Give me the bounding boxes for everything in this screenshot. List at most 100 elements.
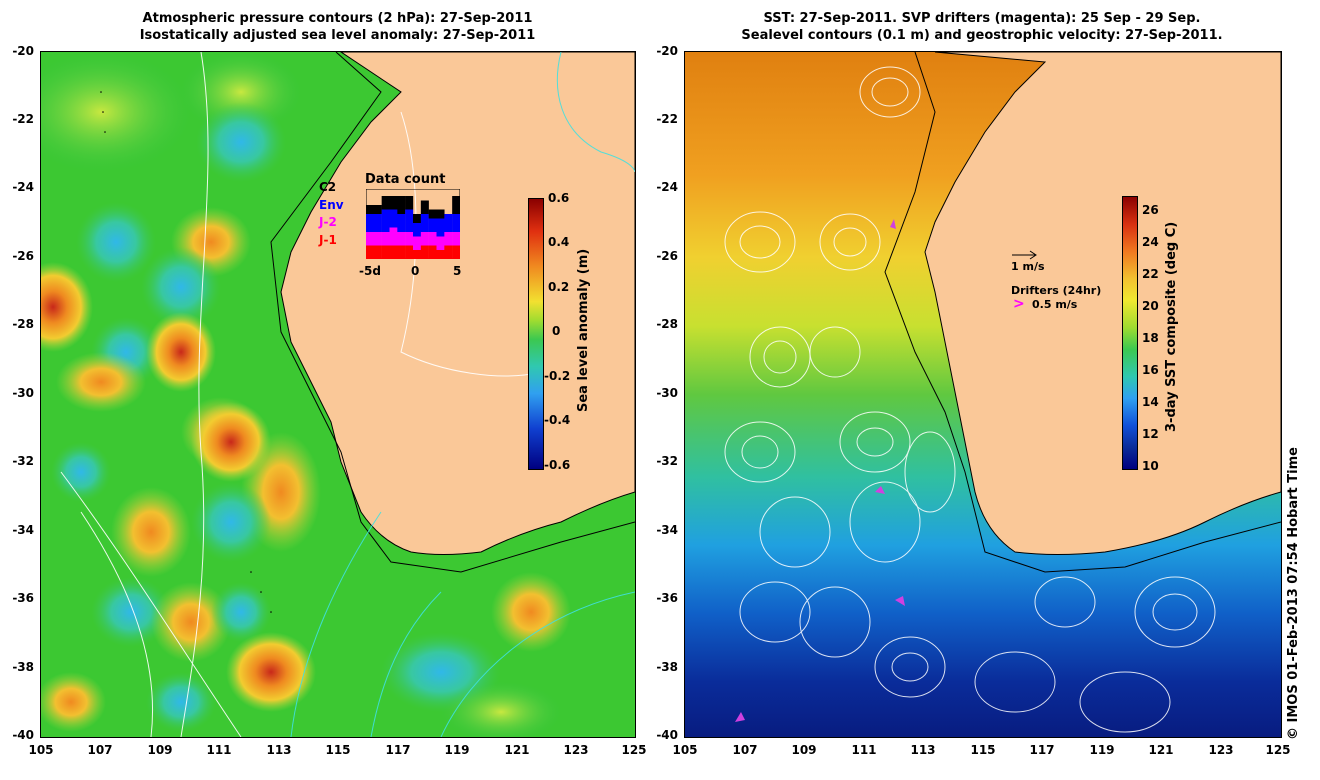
y-tick: -28 [656,317,678,331]
data-count-bar-j-2 [452,232,460,246]
data-count-bars [366,189,460,259]
x-tick: 113 [910,743,936,757]
sea-level-anomaly-map: Data count C2 Env J-2 J-1 -5d 0 5 0.6 0.… [40,51,636,738]
left-title-line1: Atmospheric pressure contours (2 hPa): 2… [142,11,533,26]
data-count-title: Data count [365,172,446,187]
australia-land [280,52,635,555]
data-count-bar-env [381,209,390,232]
data-count-bar-c2 [405,196,414,210]
drifter-tracks [735,219,905,722]
y-tick: -20 [12,44,34,58]
data-count-bar-c2 [389,196,398,210]
drifters-scale-label: 0.5 m/s [1032,298,1078,311]
x-tick: 119 [1089,743,1115,757]
legend-env: Env [319,198,344,212]
x-tick: 111 [206,743,232,757]
y-tick: -28 [12,317,34,331]
altimeter-tracks [100,91,272,613]
x-tick: 125 [621,743,647,757]
x-tick: 105 [28,743,54,757]
x-tick: 107 [732,743,758,757]
data-count-bar-c2 [428,209,437,219]
data-count-bar-env [436,218,445,237]
y-tick: -26 [12,249,34,263]
sla-cb-tick: -0.4 [544,413,571,427]
cyan-contours [290,52,635,737]
x-tick: 123 [563,743,589,757]
data-count-bar-env [389,209,398,228]
legend-j1: J-1 [319,233,337,247]
y-tick: -38 [656,660,678,674]
data-count-bar-env [366,214,375,232]
y-tick: -36 [12,591,34,605]
left-panel-title: Atmospheric pressure contours (2 hPa): 2… [40,10,635,44]
sst-cb-tick: 16 [1142,363,1159,377]
velocity-scale-label: 1 m/s [1011,260,1045,273]
x-tick: 107 [87,743,113,757]
sst-cb-tick: 24 [1142,235,1159,249]
sla-cb-tick: 0.2 [548,280,570,294]
australia-land [924,52,1281,555]
x-tick: 109 [791,743,817,757]
x-tick: 115 [970,743,996,757]
x-tick: 123 [1208,743,1234,757]
sst-map: 1 m/s Drifters (24hr) > 0.5 m/s 26 24 22… [684,51,1282,738]
y-tick: -22 [12,112,34,126]
right-panel-title: SST: 27-Sep-2011. SVP drifters (magenta)… [684,10,1280,44]
data-count-bar-env [420,214,429,232]
data-count-bar-env [373,214,382,232]
data-count-bar-j-2 [436,236,445,250]
imos-credit: © IMOS 01-Feb-2013 07:54 Hobart Time [1286,447,1301,740]
legend-j2: J-2 [319,215,337,229]
right-title-line2: Sealevel contours (0.1 m) and geostrophi… [741,28,1223,43]
data-count-bar-env [444,214,453,232]
y-tick: -20 [656,44,678,58]
y-tick: -26 [656,249,678,263]
y-tick: -32 [12,454,34,468]
x-tick: 115 [325,743,351,757]
x-tick: 119 [444,743,470,757]
y-tick: -38 [12,660,34,674]
sst-cb-tick: 10 [1142,459,1159,473]
dc-tick-end: 5 [453,264,462,278]
drifter-marker-icon: > [1013,296,1025,312]
sla-cb-tick: 0.6 [548,191,570,205]
data-count-bar-c2 [373,205,382,214]
data-count-bar-j-2 [405,232,414,246]
data-count-bar-c2 [452,196,460,214]
sst-colorbar [1122,196,1138,470]
sla-anomaly-blobs [41,52,571,737]
sst-cb-tick: 14 [1142,395,1159,409]
sla-cb-tick: -0.6 [544,458,571,472]
data-count-bar-j-1 [436,250,445,259]
y-tick: -22 [656,112,678,126]
data-count-bar-c2 [436,209,445,219]
data-count-bar-j-2 [389,227,398,246]
sealevel-contours [724,66,1216,733]
x-tick: 113 [266,743,292,757]
sst-cb-tick: 22 [1142,267,1159,281]
data-count-bar-c2 [413,214,422,223]
data-count-bar-j-1 [373,245,382,259]
x-tick: 117 [1029,743,1055,757]
data-count-bar-j-2 [373,232,382,246]
data-count-bar-j-2 [397,232,406,246]
data-count-bar-env [397,214,406,232]
data-count-bar-env [428,218,437,232]
sla-cb-tick: 0.4 [548,235,570,249]
data-count-bar-j-1 [397,245,406,259]
sst-cb-tick: 26 [1142,203,1159,217]
data-count-bar-env [413,223,422,237]
data-count-bar-c2 [397,196,406,214]
y-tick: -40 [12,728,34,742]
data-count-bar-j-2 [444,232,453,246]
y-tick: -30 [656,386,678,400]
data-count-bar-j-1 [452,245,460,259]
data-count-bar-j-2 [420,232,429,246]
x-tick: 109 [147,743,173,757]
data-count-bar-c2 [366,205,375,214]
sst-cb-tick: 20 [1142,299,1159,313]
legend-c2: C2 [319,180,337,194]
data-count-bar-j-1 [381,245,390,259]
sst-cb-tick: 18 [1142,331,1159,345]
